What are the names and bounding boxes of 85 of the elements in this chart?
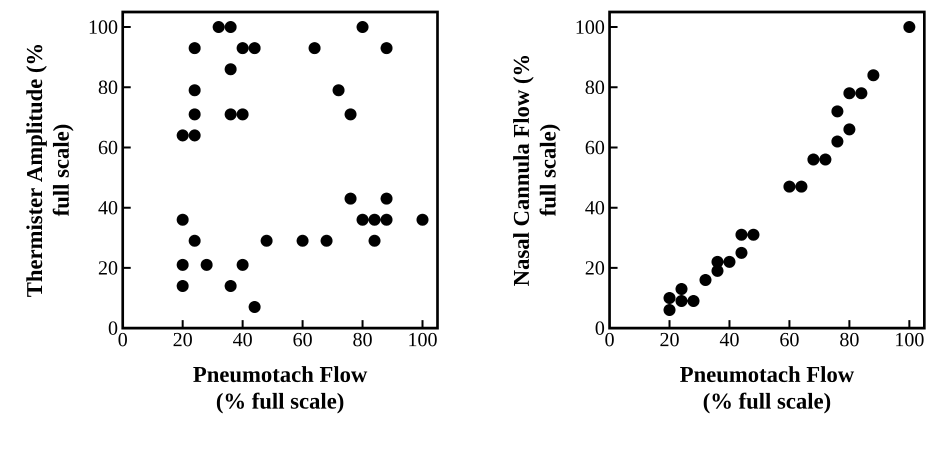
y-tick-label: 0 [108, 321, 118, 335]
point [188, 129, 201, 142]
x-axis-title: Pneumotach Flow (% full scale) [193, 366, 368, 414]
point [795, 180, 808, 193]
point [176, 214, 189, 226]
point [735, 228, 748, 241]
y-tick-label: 80 [586, 80, 604, 94]
point [224, 280, 237, 292]
x-tick-label: 80 [353, 332, 372, 346]
point [248, 300, 261, 313]
point [224, 108, 237, 120]
point [368, 214, 381, 226]
y-tick-label: 0 [596, 321, 604, 335]
point [867, 69, 880, 82]
point [380, 214, 393, 226]
y-axis-title: Nasal Cannula Flow (% full scale) [513, 56, 560, 286]
x-tick-label: 80 [840, 332, 859, 346]
point [855, 87, 868, 100]
x-tick-label: 20 [174, 332, 192, 346]
point [176, 129, 189, 142]
y-tick-label: 80 [98, 80, 118, 94]
point [807, 153, 820, 166]
point [176, 280, 189, 292]
point [664, 304, 676, 316]
x-tick-label: 40 [233, 332, 252, 346]
point [368, 234, 381, 247]
point [188, 234, 201, 247]
point [344, 108, 357, 120]
point [320, 234, 333, 247]
y-tick-label: 60 [98, 140, 118, 154]
point [711, 264, 724, 277]
point [747, 228, 760, 241]
x-tick-label: 0 [605, 332, 614, 346]
point [380, 192, 393, 205]
point [676, 294, 688, 307]
point [224, 20, 237, 33]
point [236, 258, 249, 271]
point [831, 105, 844, 118]
point [687, 294, 700, 307]
x-tick-label: 40 [720, 332, 739, 346]
x-tick-label: 100 [409, 332, 437, 346]
point [676, 282, 688, 295]
point [236, 108, 249, 120]
y-tick-label: 20 [98, 261, 118, 275]
point [356, 214, 369, 226]
point [843, 123, 856, 136]
point [380, 42, 393, 54]
point [296, 234, 309, 247]
point [664, 292, 676, 304]
point [188, 42, 201, 54]
y-tick-label: 20 [586, 261, 604, 275]
y-tick-label: 60 [586, 140, 604, 154]
point [723, 256, 736, 268]
point [200, 258, 213, 271]
point [831, 135, 844, 148]
point [735, 246, 748, 259]
x-tick-label: 20 [660, 332, 679, 346]
x-tick-label: 60 [780, 332, 799, 346]
point [356, 20, 369, 33]
point [260, 234, 273, 247]
y-tick-label: 100 [90, 20, 118, 34]
point [188, 108, 201, 120]
point [308, 42, 321, 54]
point [903, 20, 916, 33]
y-axis-title: Thermister Amplitude (% full scale) [26, 44, 74, 297]
point [783, 180, 796, 193]
point [236, 42, 249, 54]
point [224, 63, 237, 76]
point [843, 87, 856, 100]
y-tick-label: 40 [98, 200, 118, 214]
y-tick-label: 40 [585, 200, 604, 214]
point [176, 258, 189, 271]
point [248, 42, 261, 54]
point [188, 84, 201, 96]
point [344, 192, 357, 205]
point [332, 84, 345, 96]
x-tick-label: 0 [118, 332, 127, 346]
point [416, 214, 429, 226]
x-axis-title: Pneumotach Flow (% full scale) [680, 366, 854, 414]
x-tick-label: 100 [896, 332, 924, 346]
y-tick-label: 100 [576, 20, 604, 34]
point [699, 274, 712, 286]
point [212, 20, 225, 33]
point [819, 153, 832, 166]
x-tick-label: 60 [293, 332, 312, 346]
